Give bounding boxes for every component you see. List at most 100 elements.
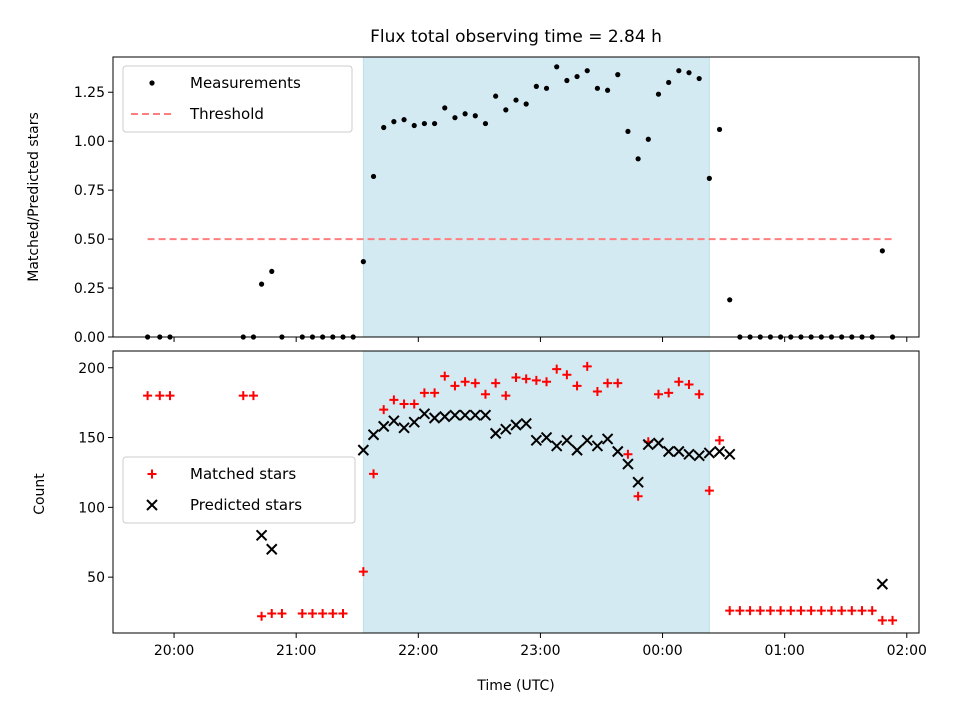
bottom-plus-point (238, 391, 248, 401)
bottom-plus-point (491, 378, 501, 388)
bottom-x-point (255, 529, 268, 541)
bottom-plus-point (837, 606, 847, 616)
bottom-plus-point (674, 377, 684, 387)
bottom-plus-point (806, 606, 816, 616)
bottom-x-point (469, 409, 482, 421)
bottom-plus-point (531, 375, 541, 385)
bottom-plus-point (704, 486, 714, 496)
bottom-x-point (550, 440, 563, 452)
bottom-plus-point (613, 378, 623, 388)
top-y-tick-label: 0.75 (74, 183, 105, 199)
bottom-plus-point (338, 608, 348, 618)
bottom-x-point (408, 416, 420, 428)
bottom-plus-point (480, 389, 490, 399)
top-dot-point (523, 101, 529, 107)
bottom-plus-point (542, 377, 552, 387)
top-dot-point (421, 120, 428, 127)
bottom-x-point (418, 408, 431, 420)
bottom-legend: Matched stars Predicted stars (122, 456, 356, 524)
bottom-x-point (459, 409, 471, 421)
bottom-plus-point (582, 361, 592, 371)
x-tick-label: 01:00 (764, 643, 804, 659)
bottom-plus-point (664, 388, 674, 398)
bottom-y-tick-label: 50 (87, 570, 105, 586)
top-dot-point (666, 79, 672, 86)
bottom-x-point (683, 448, 695, 461)
bottom-x-point (520, 417, 532, 430)
top-y-tick-label: 0.00 (74, 330, 105, 346)
bottom-plus-point (267, 608, 277, 618)
top-y-axis-label: Matched/Predicted stars (26, 112, 42, 282)
bottom-plus-point (409, 399, 419, 409)
bottom-plus-point (328, 608, 338, 618)
bottom-plus-point (776, 606, 786, 616)
top-dot-point (604, 87, 611, 93)
bottom-legend-marker (147, 469, 157, 479)
bottom-plus-point (796, 606, 806, 616)
top-dot-point (258, 281, 265, 287)
bottom-x-point (622, 458, 634, 470)
bottom-x-point (703, 447, 716, 459)
bottom-x-point (449, 409, 461, 421)
bottom-plus-point (297, 608, 307, 618)
bottom-plus-point (389, 395, 399, 405)
bottom-y-axis-label: Count (32, 473, 48, 515)
top-dot-point (370, 173, 377, 180)
top-dot-point (442, 105, 448, 111)
top-dot-point (635, 156, 641, 162)
bottom-x-point (510, 419, 522, 431)
top-legend-label: Measurements (190, 74, 301, 92)
bottom-plus-point (307, 608, 317, 618)
top-dot-point (493, 93, 499, 99)
top-panel: 0.00 0.25 0.50 0.75 1.00 1.25 Measurements Thre… (74, 56, 920, 346)
bottom-plus-point (826, 606, 836, 616)
top-dot-point (269, 268, 275, 275)
bottom-x-point (693, 449, 705, 462)
top-dot-point (401, 117, 407, 123)
bottom-x-point (612, 445, 624, 458)
x-axis-label: Time (UTC) (476, 678, 554, 694)
x-tick-label: 22:00 (398, 643, 438, 659)
bottom-series-predicted-stars (255, 408, 889, 590)
bottom-plus-point (501, 391, 511, 401)
bottom-x-point (500, 423, 512, 435)
x-tick-label: 02:00 (887, 643, 927, 659)
top-observing-interval-shade (363, 57, 710, 337)
bottom-plus-point (603, 378, 613, 388)
top-dot-point (554, 64, 560, 70)
top-dot-point (482, 120, 489, 127)
top-dot-point (391, 119, 397, 125)
x-tick-label: 21:00 (276, 643, 316, 659)
bottom-plus-point (399, 399, 409, 409)
bottom-plus-point (786, 606, 796, 616)
bottom-plus-point (847, 606, 857, 616)
top-dot-point (625, 128, 631, 135)
bottom-legend-marker (146, 499, 158, 511)
bottom-x-point (428, 412, 441, 424)
bottom-plus-point (521, 374, 531, 384)
bottom-plus-point (470, 378, 480, 388)
bottom-plus-point (684, 380, 694, 390)
bottom-plus-point (715, 435, 725, 445)
bottom-plus-point (857, 606, 867, 616)
bottom-plus-point (867, 606, 877, 616)
bottom-series-matched-stars (143, 361, 898, 625)
bottom-x-point (479, 409, 492, 421)
bottom-plus-point (460, 377, 470, 387)
bottom-y-tick-label: 100 (78, 500, 105, 516)
bottom-plus-point (877, 615, 887, 625)
top-dot-point (452, 115, 458, 121)
bottom-plus-point (572, 381, 582, 391)
bottom-plus-point (358, 567, 368, 577)
top-dot-point (686, 70, 692, 76)
top-dot-point (594, 85, 601, 91)
bottom-y-tick-label: 150 (78, 431, 105, 447)
bottom-plus-point (735, 606, 745, 616)
bottom-x-point (388, 415, 400, 427)
top-dot-point (513, 97, 519, 103)
bottom-panel: 50 100 150 200 20:00 21:00 22:00 23:00 00:00 01:0… (78, 350, 927, 659)
top-dot-point (706, 175, 712, 181)
bottom-plus-point (592, 386, 602, 396)
bottom-plus-point (552, 364, 562, 374)
bottom-x-point (662, 445, 675, 458)
